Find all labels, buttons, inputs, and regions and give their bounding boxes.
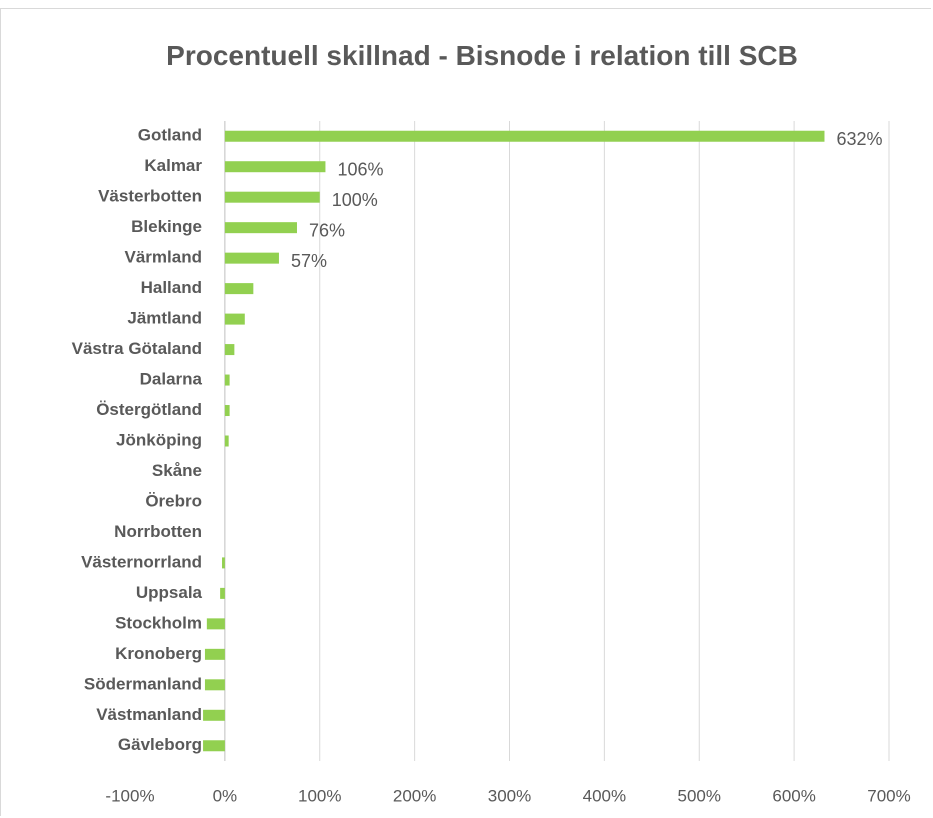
bar [224,405,230,417]
y-tick-label: Uppsala [136,583,203,602]
y-tick-label: Västerbotten [98,187,202,206]
bar [203,740,225,752]
y-tick-label: Dalarna [140,370,203,389]
bar [204,648,225,660]
y-tick-label: Västmanland [96,705,202,724]
y-tick-label: Skåne [152,461,202,480]
bar [203,709,225,721]
y-tick-label: Jämtland [127,309,202,328]
y-tick-label: Södermanland [84,674,202,693]
x-tick-label: 600% [772,786,815,805]
y-tick-label: Örebro [145,491,202,510]
x-tick-label: 200% [393,786,436,805]
y-tick-label: Östergötland [96,400,202,419]
bar [224,313,245,325]
bar [224,344,235,356]
y-tick-label: Kalmar [144,156,202,175]
y-tick-label: Jönköping [116,430,202,449]
chart-frame [0,8,931,816]
data-label: 57% [291,251,327,271]
y-tick-label: Gävleborg [118,735,202,754]
bar [206,618,225,630]
data-label: 76% [309,220,345,240]
bar [204,679,225,691]
x-tick-label: 300% [488,786,531,805]
bar [224,283,254,295]
data-label: 106% [337,159,383,179]
chart-title: Procentuell skillnad - Bisnode i relatio… [166,40,798,71]
x-tick-label: 500% [678,786,721,805]
bar [224,161,326,173]
x-tick-label: 700% [867,786,910,805]
y-tick-label: Värmland [125,248,202,267]
y-tick-label: Västra Götaland [72,339,202,358]
y-tick-label: Norrbotten [114,522,202,541]
bar [224,374,230,386]
data-label: 632% [836,129,882,149]
bar [220,587,225,599]
y-tick-label: Västernorrland [81,552,202,571]
x-tick-label: 100% [298,786,341,805]
data-label: 100% [332,190,378,210]
y-tick-label: Blekinge [131,217,202,236]
bar [224,252,279,264]
bar [224,130,825,142]
y-tick-label: Gotland [138,126,202,145]
bar [224,191,320,203]
bar [224,222,297,234]
x-tick-label: 0% [213,786,238,805]
bar [224,435,229,447]
y-tick-label: Halland [141,278,202,297]
y-tick-label: Kronoberg [115,644,202,663]
y-tick-label: Stockholm [115,613,202,632]
x-tick-label: -100% [105,786,154,805]
bar [222,557,225,569]
x-tick-label: 400% [583,786,626,805]
